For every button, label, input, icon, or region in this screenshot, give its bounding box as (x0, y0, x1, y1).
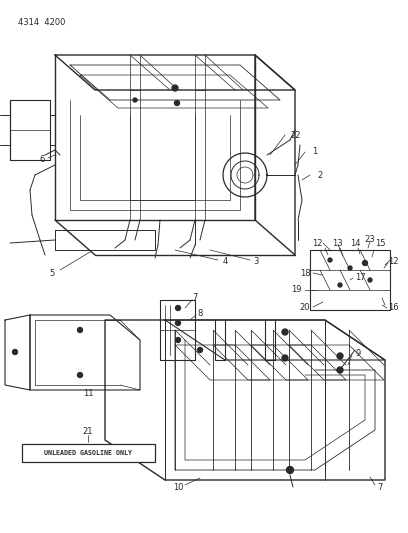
Polygon shape (363, 261, 368, 265)
Polygon shape (78, 327, 82, 333)
Polygon shape (286, 466, 293, 473)
Text: 8: 8 (197, 309, 203, 318)
Text: 7: 7 (377, 482, 383, 491)
Text: 23: 23 (365, 236, 375, 245)
Polygon shape (13, 350, 18, 354)
Text: 21: 21 (83, 427, 93, 437)
Text: 14: 14 (350, 238, 360, 247)
Text: 1: 1 (313, 148, 317, 157)
Text: 16: 16 (388, 303, 398, 312)
Polygon shape (175, 337, 180, 343)
Text: 4314  4200: 4314 4200 (18, 18, 65, 27)
Polygon shape (348, 266, 352, 270)
Text: 10: 10 (173, 482, 183, 491)
Polygon shape (337, 353, 343, 359)
Polygon shape (282, 355, 288, 361)
Text: 15: 15 (375, 238, 385, 247)
Text: 6: 6 (39, 156, 45, 165)
Polygon shape (338, 283, 342, 287)
Bar (22, 444, 155, 462)
Text: 4: 4 (222, 257, 228, 266)
Polygon shape (197, 348, 202, 352)
Polygon shape (78, 373, 82, 377)
Text: 5: 5 (49, 269, 55, 278)
Polygon shape (133, 98, 137, 102)
Text: 7: 7 (192, 294, 198, 303)
Polygon shape (175, 305, 180, 311)
Text: 20: 20 (300, 303, 310, 311)
Polygon shape (282, 329, 288, 335)
Text: UNLEADED GASOLINE ONLY: UNLEADED GASOLINE ONLY (44, 450, 133, 456)
Polygon shape (172, 85, 178, 91)
Polygon shape (337, 367, 343, 373)
Polygon shape (328, 258, 332, 262)
Text: 3: 3 (253, 257, 259, 266)
Text: 12: 12 (312, 238, 322, 247)
Polygon shape (368, 278, 372, 282)
Text: 11: 11 (83, 389, 93, 398)
Text: 18: 18 (300, 269, 310, 278)
Text: 2: 2 (317, 171, 323, 180)
Text: 17: 17 (355, 273, 365, 282)
Text: 19: 19 (291, 286, 301, 295)
Text: 12: 12 (388, 257, 398, 266)
Text: 13: 13 (332, 238, 342, 247)
Polygon shape (175, 320, 180, 326)
Polygon shape (175, 101, 180, 106)
Text: 22: 22 (291, 131, 301, 140)
Text: 9: 9 (355, 349, 361, 358)
